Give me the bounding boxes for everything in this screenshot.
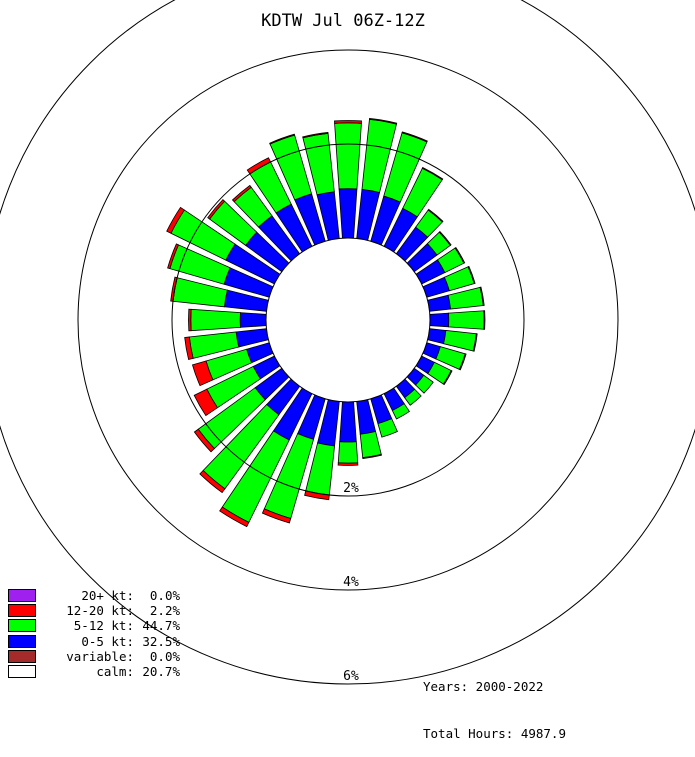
legend-label-5-12: 5-12 kt: (73, 618, 134, 634)
sector-30-12-20kt (421, 166, 444, 181)
sector-90-5-12kt (448, 310, 485, 330)
sector-80-0-5kt (427, 294, 452, 312)
sector-350-12-20kt (302, 131, 329, 139)
sector-90-12-20kt (483, 310, 486, 330)
sector-130-5-12kt (414, 374, 434, 394)
sector-200-12-20kt (261, 508, 292, 524)
legend-label-variable: variable: (66, 648, 134, 664)
sector-220-12-20kt (199, 469, 226, 494)
ring-label-4pct: 4% (343, 575, 359, 590)
legend-label-20plus: 20+ kt: (81, 588, 134, 604)
sector-140-5-12kt (404, 388, 422, 406)
sector-250-12-20kt (191, 360, 214, 387)
direction-sectors (166, 117, 486, 528)
sector-180-0-5kt (339, 401, 357, 443)
calm-circle (265, 237, 431, 403)
sector-180-12-20kt (337, 462, 359, 466)
sector-0-0-5kt (338, 188, 358, 239)
sector-100-12-20kt (472, 333, 478, 352)
sector-160-5-12kt (377, 418, 398, 438)
legend-value-variable: 0.0% (149, 648, 180, 664)
sector-270-0-5kt (239, 312, 267, 328)
sector-0-12-20kt (334, 120, 362, 124)
legend-label-12-20: 12-20 kt: (66, 603, 134, 619)
total-hours-label: Total Hours: 4987.9 (423, 725, 566, 741)
sector-290-12-20kt (167, 243, 180, 270)
legend: 20+ kt: 0.0% 12-20 kt: 2.2% 5-12 kt: 44.… (8, 588, 180, 679)
sector-120-12-20kt (442, 370, 453, 386)
legend-value-0-5: 32.5% (142, 633, 180, 649)
sector-320-12-20kt (231, 184, 252, 203)
legend-swatch-0-5 (8, 634, 36, 648)
legend-label-0-5: 0-5 kt: (81, 633, 134, 649)
sector-170-12-20kt (362, 453, 382, 459)
legend-row-calm: calm: 20.7% (8, 664, 180, 679)
ring-label-6pct: 6% (343, 669, 359, 684)
sector-310-12-20kt (207, 199, 226, 220)
sector-180-5-12kt (337, 441, 359, 464)
sector-60-12-20kt (454, 246, 466, 264)
sector-100-0-5kt (427, 328, 447, 345)
sector-240-12-20kt (193, 388, 219, 417)
sector-150-5-12kt (391, 403, 411, 420)
legend-row-0-5: 0-5 kt: 32.5% (8, 634, 180, 649)
sector-100-5-12kt (443, 330, 477, 352)
legend-value-12-20: 2.2% (149, 603, 180, 619)
sector-270-5-12kt (190, 308, 241, 332)
legend-row-variable: variable: 0.0% (8, 649, 180, 664)
ring-2pct (171, 143, 525, 497)
legend-row-5-12: 5-12 kt: 44.7% (8, 618, 180, 633)
sector-110-12-20kt (458, 353, 467, 371)
ring-label-2pct: 2% (343, 481, 359, 496)
ring-4pct (77, 49, 619, 591)
legend-swatch-5-12 (8, 619, 36, 633)
legend-value-20plus: 0.0% (149, 588, 180, 604)
legend-swatch-20plus (8, 589, 36, 603)
sector-340-12-20kt (269, 133, 296, 145)
legend-value-5-12: 44.7% (142, 618, 180, 634)
sector-80-5-12kt (447, 286, 484, 310)
ring-labels: 2% 4% 6% (343, 481, 359, 684)
sector-20-12-20kt (401, 131, 428, 143)
stats-block: Years: 2000-2022 Total Hours: 4987.9 (423, 648, 566, 757)
sector-170-5-12kt (359, 431, 382, 459)
legend-swatch-variable (8, 649, 36, 663)
sector-10-12-20kt (369, 117, 398, 125)
sector-50-12-20kt (438, 230, 452, 246)
sector-230-12-20kt (193, 428, 215, 453)
legend-swatch-12-20 (8, 604, 36, 618)
percent-rings (0, 0, 695, 685)
chart-title: KDTW Jul 06Z-12Z (261, 11, 425, 31)
sector-270-12-20kt (188, 308, 192, 332)
sector-260-12-20kt (184, 336, 194, 360)
sector-210-12-20kt (219, 506, 250, 528)
sector-80-12-20kt (479, 286, 485, 306)
legend-swatch-calm (8, 665, 36, 679)
legend-row-20plus: 20+ kt: 0.0% (8, 588, 180, 603)
legend-label-calm: calm: (96, 664, 134, 680)
sector-70-12-20kt (467, 265, 476, 285)
years-label: Years: 2000-2022 (423, 679, 544, 694)
ring-6pct (0, 0, 695, 685)
sector-90-0-5kt (429, 312, 450, 328)
sector-300-12-20kt (166, 206, 185, 234)
sector-0-5-12kt (334, 122, 362, 190)
wind-rose-chart: KDTW Jul 06Z-12Z 2% 4% 6% (0, 0, 695, 685)
legend-row-12-20: 12-20 kt: 2.2% (8, 603, 180, 618)
legend-value-calm: 20.7% (142, 664, 180, 680)
sector-40-12-20kt (427, 208, 444, 223)
